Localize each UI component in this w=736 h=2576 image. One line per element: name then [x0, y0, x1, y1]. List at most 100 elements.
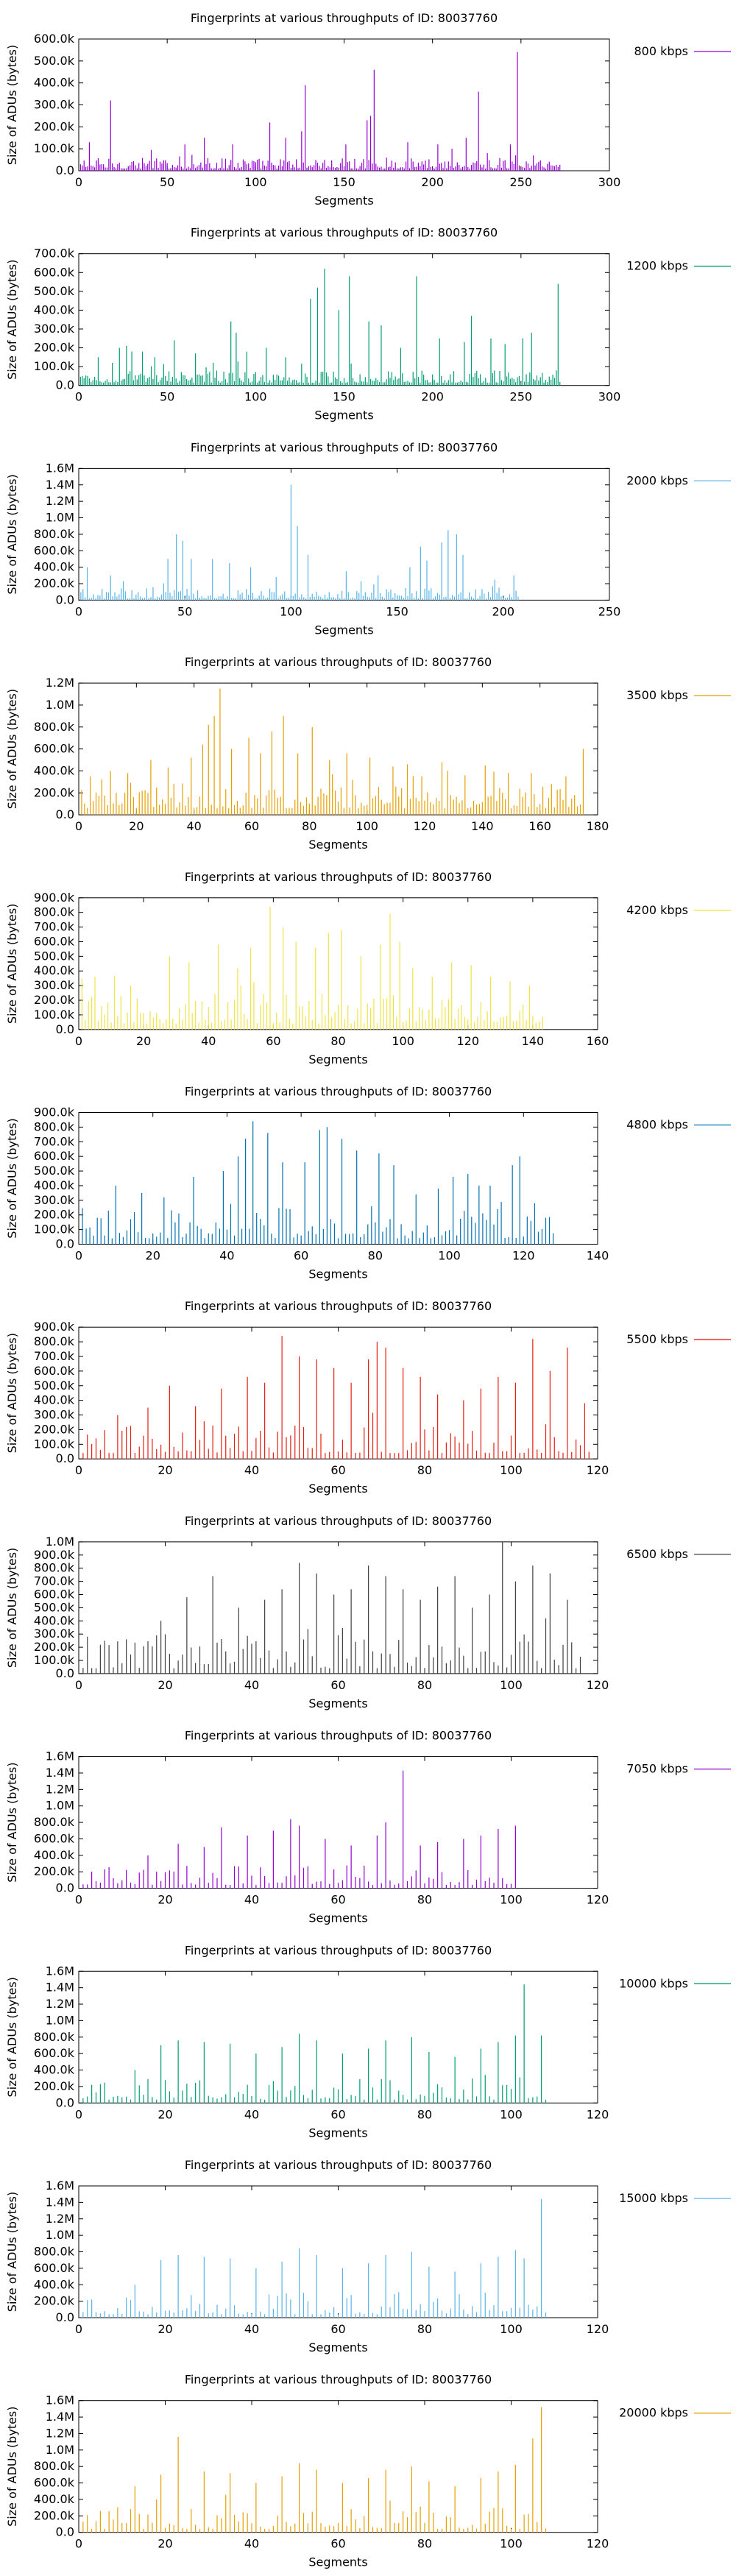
bar-series — [82, 2407, 547, 2533]
x-tick-label: 100 — [392, 1034, 414, 1048]
chart-panel: Fingerprints at various throughputs of I… — [5, 1085, 731, 1281]
y-tick-label: 800.0k — [34, 720, 75, 734]
x-tick-label: 60 — [330, 1893, 345, 1907]
x-tick-label: 0 — [75, 1463, 82, 1477]
x-tick-label: 0 — [75, 1034, 82, 1048]
y-tick-label: 1.6M — [46, 461, 74, 475]
y-tick-label: 900.0k — [34, 1548, 75, 1562]
y-tick-label: 400.0k — [34, 1613, 75, 1627]
legend-label: 4800 kbps — [626, 1118, 688, 1132]
chart-title: Fingerprints at various throughputs of I… — [185, 1729, 492, 1743]
x-tick-label: 60 — [266, 1034, 280, 1048]
x-tick-label: 0 — [75, 2537, 82, 2551]
y-tick-label: 400.0k — [34, 2492, 75, 2506]
y-tick-label: 100.0k — [34, 141, 75, 155]
x-tick-label: 20 — [158, 2322, 172, 2336]
x-axis-label: Segments — [308, 1911, 367, 1925]
bar-series — [82, 1770, 516, 1889]
y-tick-label: 300.0k — [34, 978, 75, 992]
x-tick-label: 0 — [75, 175, 82, 189]
y-tick-label: 400.0k — [34, 76, 75, 90]
y-tick-label: 1.4M — [46, 1766, 74, 1780]
x-tick-label: 0 — [75, 1249, 82, 1263]
x-tick-label: 80 — [417, 2537, 432, 2551]
legend-label: 1200 kbps — [626, 259, 688, 273]
y-tick-label: 1.0M — [46, 2228, 74, 2242]
y-tick-label: 400.0k — [34, 2063, 75, 2077]
bar-series — [79, 269, 561, 386]
y-tick-label: 1.0M — [46, 2443, 74, 2457]
x-tick-label: 80 — [417, 1463, 432, 1477]
x-tick-label: 50 — [160, 175, 174, 189]
x-tick-label: 40 — [219, 1249, 234, 1263]
y-tick-label: 300.0k — [34, 98, 75, 112]
x-tick-label: 20 — [129, 819, 144, 833]
y-tick-label: 400.0k — [34, 302, 75, 316]
y-tick-label: 1.4M — [46, 2195, 74, 2209]
y-tick-label: 600.0k — [34, 934, 75, 948]
y-axis-label: Size of ADUs (bytes) — [5, 904, 19, 1024]
x-tick-label: 20 — [146, 1249, 160, 1263]
x-tick-label: 0 — [75, 604, 82, 618]
y-tick-label: 900.0k — [34, 1105, 75, 1119]
y-tick-label: 400.0k — [34, 2277, 75, 2291]
y-tick-label: 300.0k — [34, 1627, 75, 1641]
legend-label: 5500 kbps — [626, 1332, 688, 1346]
y-tick-label: 500.0k — [34, 284, 75, 298]
x-tick-label: 250 — [598, 604, 621, 618]
y-tick-label: 200.0k — [34, 341, 75, 355]
chart-panel: Fingerprints at various throughputs of I… — [5, 226, 731, 422]
bar-series — [81, 906, 543, 1030]
y-tick-label: 200.0k — [34, 993, 75, 1007]
x-tick-label: 40 — [244, 1678, 259, 1692]
y-tick-label: 500.0k — [34, 949, 75, 963]
y-tick-label: 500.0k — [34, 1164, 75, 1178]
x-tick-label: 60 — [330, 2107, 345, 2121]
x-axis-label: Segments — [308, 838, 367, 852]
y-tick-label: 200.0k — [34, 785, 75, 799]
y-tick-label: 800.0k — [34, 1334, 75, 1348]
y-tick-label: 300.0k — [34, 1193, 75, 1207]
y-tick-label: 800.0k — [34, 1561, 75, 1575]
x-tick-label: 60 — [330, 2537, 345, 2551]
y-tick-label: 400.0k — [34, 1178, 75, 1192]
x-tick-label: 140 — [522, 1034, 545, 1048]
y-tick-label: 800.0k — [34, 2459, 75, 2473]
x-tick-label: 40 — [186, 819, 201, 833]
x-tick-label: 100 — [500, 1678, 523, 1692]
x-tick-label: 40 — [244, 2537, 259, 2551]
y-tick-label: 1.4M — [46, 1981, 74, 1995]
x-tick-label: 100 — [280, 604, 302, 618]
x-tick-label: 200 — [421, 390, 444, 404]
y-tick-label: 0.0 — [56, 2525, 74, 2539]
x-tick-label: 120 — [587, 2537, 609, 2551]
x-axis-label: Segments — [308, 1052, 367, 1066]
x-tick-label: 100 — [500, 1463, 523, 1477]
y-tick-label: 1.4M — [46, 2410, 74, 2424]
y-tick-label: 800.0k — [34, 2030, 75, 2044]
x-tick-label: 100 — [500, 2107, 523, 2121]
legend-label: 10000 kbps — [619, 1976, 688, 1990]
chart-title: Fingerprints at various throughputs of I… — [185, 870, 492, 884]
y-tick-label: 600.0k — [34, 1831, 75, 1845]
y-tick-label: 800.0k — [34, 2245, 75, 2259]
y-tick-label: 100.0k — [34, 359, 75, 373]
chart-title: Fingerprints at various throughputs of I… — [185, 655, 492, 669]
y-tick-label: 1.6M — [46, 1964, 74, 1978]
x-tick-label: 0 — [75, 2322, 82, 2336]
x-tick-label: 20 — [158, 1678, 172, 1692]
x-tick-label: 200 — [421, 175, 444, 189]
x-axis-label: Segments — [308, 2126, 367, 2140]
plot-frame — [78, 1756, 598, 1889]
legend-label: 6500 kbps — [626, 1547, 688, 1561]
plot-frame — [78, 38, 610, 171]
x-tick-label: 100 — [355, 819, 378, 833]
x-tick-label: 60 — [330, 2322, 345, 2336]
legend-label: 15000 kbps — [619, 2191, 688, 2205]
y-tick-label: 1.6M — [46, 2179, 74, 2193]
x-tick-label: 160 — [587, 1034, 609, 1048]
y-tick-label: 500.0k — [34, 1379, 75, 1393]
x-tick-label: 40 — [244, 2322, 259, 2336]
chart-title: Fingerprints at various throughputs of I… — [185, 2158, 492, 2172]
